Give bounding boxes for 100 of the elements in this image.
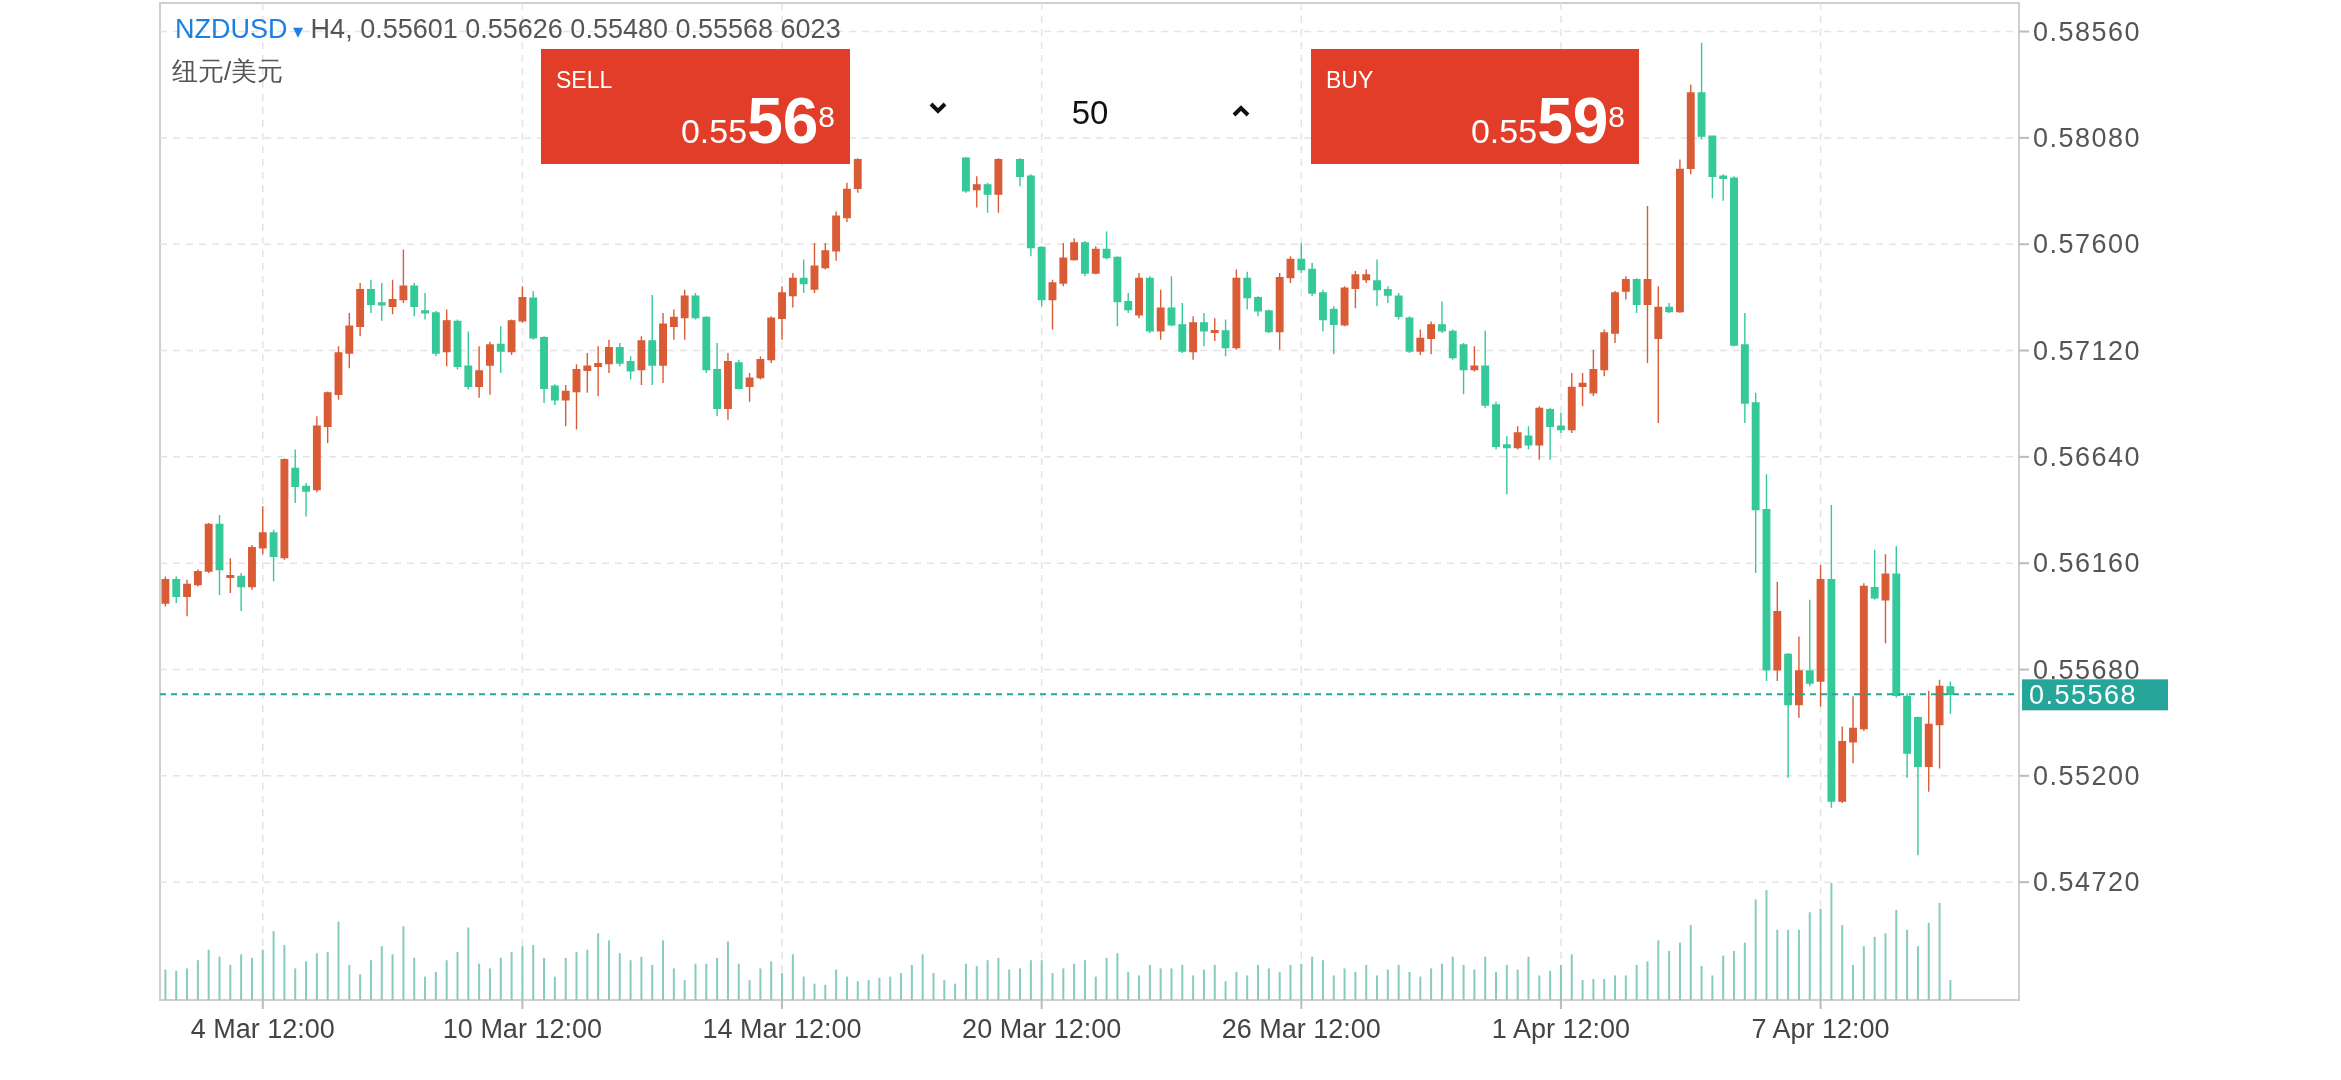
candlestick: [1113, 255, 1122, 327]
candlestick: [269, 529, 278, 582]
candlestick: [1730, 175, 1738, 348]
bar: [640, 956, 643, 1000]
bar: [1895, 909, 1898, 1000]
candlestick: [1102, 230, 1111, 261]
x-tick-label: 7 Apr 12:00: [1751, 1014, 1890, 1044]
bar: [1862, 946, 1865, 1000]
bar: [1376, 975, 1379, 1000]
candlestick: [1091, 245, 1100, 276]
bar: [1257, 964, 1260, 1000]
candlestick: [756, 355, 765, 381]
bar: [932, 973, 935, 1000]
bar: [1354, 971, 1357, 1000]
bar: [326, 952, 329, 1000]
candlestick: [204, 522, 213, 574]
bar: [867, 980, 870, 1000]
candlestick: [388, 278, 397, 315]
bar: [726, 941, 729, 1000]
candlestick: [1394, 292, 1403, 321]
bar: [456, 952, 459, 1000]
candlestick: [832, 210, 841, 262]
bar: [1841, 925, 1844, 1000]
candlestick: [1081, 240, 1089, 278]
candlestick: [1437, 300, 1446, 334]
candlestick: [1708, 135, 1717, 199]
candlestick: [1556, 412, 1565, 434]
candlestick: [1881, 553, 1890, 644]
candlestick: [767, 315, 776, 364]
candlestick: [183, 579, 191, 618]
candlestick: [1048, 278, 1057, 331]
candlestick: [1232, 268, 1241, 351]
bar: [1776, 929, 1779, 1000]
candlestick: [1794, 635, 1803, 719]
bar: [1138, 975, 1141, 1000]
candlestick: [788, 272, 797, 309]
candlestick: [1740, 312, 1749, 424]
candlestick: [280, 457, 289, 561]
candlestick: [1859, 582, 1868, 732]
candlestick: [680, 288, 689, 341]
text: 纽元/美元: [172, 56, 284, 86]
bar: [781, 973, 784, 1000]
bar: [845, 976, 848, 1000]
candlestick: [399, 248, 408, 304]
candlestick: [1946, 680, 1955, 715]
candlestick: [1470, 345, 1479, 373]
candlestick: [1578, 372, 1587, 408]
candlestick: [983, 182, 992, 214]
bar: [413, 957, 416, 1000]
bar: [824, 984, 827, 1000]
y-tick-label: 0.56640: [2033, 441, 2142, 472]
bar: [1365, 964, 1368, 1000]
candlestick: [1145, 275, 1154, 334]
bar: [229, 964, 232, 1000]
bar: [240, 954, 243, 1000]
candlestick: [1264, 308, 1273, 334]
bar: [1873, 936, 1876, 1000]
y-tick-label: 0.57600: [2033, 229, 2142, 260]
y-tick-label: 0.57120: [2033, 335, 2142, 366]
bar: [1192, 975, 1195, 1000]
candlestick: [1167, 275, 1176, 327]
candlestick: [669, 308, 678, 341]
candlestick: [312, 415, 321, 494]
bar: [1159, 968, 1162, 1000]
bar: [1624, 975, 1627, 1000]
bar: [186, 968, 189, 1000]
candlestick: [410, 282, 419, 317]
candlestick: [1600, 328, 1609, 377]
bar: [1127, 971, 1130, 1000]
bar: [1668, 950, 1671, 1000]
candlestick: [962, 156, 970, 194]
candlestick: [799, 258, 808, 294]
candlestick: [464, 330, 473, 391]
bar: [1181, 964, 1184, 1000]
annotation: 0.5559$^{8}$: [1470, 85, 1625, 157]
bar: [1797, 929, 1800, 1000]
candlestick: [248, 544, 256, 591]
candlestick: [1546, 406, 1555, 461]
bar: [1852, 964, 1855, 1000]
bar: [1235, 971, 1238, 1000]
bar: [1300, 963, 1303, 1000]
bar: [553, 976, 556, 1000]
bar: [1484, 956, 1487, 1000]
candlestick: [659, 312, 667, 384]
candlestick: [734, 358, 743, 391]
candlestick: [1621, 275, 1630, 301]
bar: [369, 960, 372, 1000]
bar: [1083, 960, 1086, 1000]
bar: [488, 968, 491, 1000]
bar: [759, 968, 762, 1000]
x-tick-label: 4 Mar 12:00: [190, 1014, 335, 1044]
bar: [1332, 975, 1335, 1000]
candlestick: [1513, 425, 1522, 451]
bar: [315, 953, 318, 1000]
candlestick: [1719, 173, 1728, 202]
candlestick: [853, 157, 862, 194]
bar: [618, 953, 621, 1000]
bar: [889, 976, 892, 1000]
y-tick-label: 0.58560: [2033, 16, 2142, 47]
candlestick: [226, 557, 235, 594]
